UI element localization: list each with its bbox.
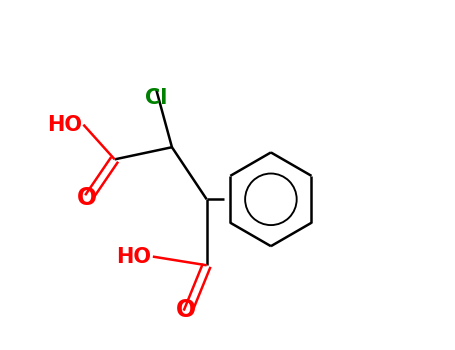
Text: HO: HO — [47, 115, 81, 135]
Text: O: O — [176, 299, 196, 322]
Text: Cl: Cl — [145, 88, 167, 108]
Text: O: O — [77, 186, 97, 210]
Text: HO: HO — [116, 247, 151, 267]
